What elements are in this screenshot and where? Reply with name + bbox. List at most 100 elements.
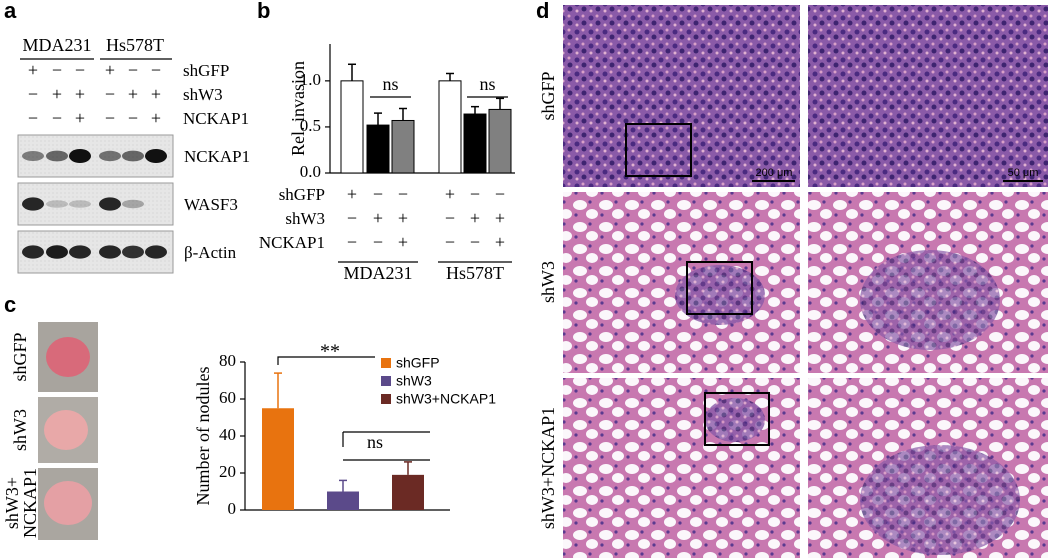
panel-label: b — [257, 0, 270, 23]
sign: + — [151, 84, 161, 104]
histology-image — [563, 5, 800, 187]
sign: − — [151, 60, 161, 80]
lung — [44, 481, 92, 525]
sign: + — [128, 84, 138, 104]
bar — [366, 124, 390, 174]
bar — [463, 113, 487, 174]
histology-images: 200 μm 50 μm shGFP shW3 shW3+NCKAP1 — [538, 5, 1048, 558]
scale-label: 50 μm — [1008, 167, 1039, 179]
bar — [391, 119, 415, 174]
condition-label: NCKAP1 — [183, 109, 249, 128]
zoom-box — [625, 123, 692, 177]
error-bar — [404, 461, 412, 475]
tumor-region — [860, 250, 1000, 350]
condition-label: shGFP — [183, 61, 229, 80]
sign: + — [495, 232, 505, 252]
y-tick-label: 0.0 — [300, 162, 321, 181]
photo-label: NCKAP1 — [20, 468, 40, 538]
sign: − — [28, 84, 38, 104]
sign: − — [373, 184, 383, 204]
sign: − — [52, 60, 62, 80]
sign: − — [128, 60, 138, 80]
sig-bracket — [342, 432, 430, 461]
band — [22, 151, 44, 161]
bar — [438, 80, 462, 174]
sign: − — [470, 232, 480, 252]
bar — [392, 474, 424, 510]
condition-label: shGFP — [279, 185, 325, 204]
sign: − — [105, 84, 115, 104]
sign: − — [495, 184, 505, 204]
band — [22, 245, 44, 259]
photo-label: shW3+ — [2, 477, 22, 529]
annotation: ns — [382, 74, 398, 94]
condition-label: shW3 — [285, 209, 325, 228]
sign: − — [445, 208, 455, 228]
row-label: shGFP — [538, 71, 558, 120]
y-tick-label: 1.0 — [300, 70, 321, 89]
error-bar — [274, 372, 282, 409]
sign: + — [52, 84, 62, 104]
sign: − — [75, 60, 85, 80]
cell-line: MDA231 — [22, 35, 91, 55]
band-label: β-Actin — [184, 243, 237, 262]
band — [46, 245, 68, 259]
sign: + — [75, 84, 85, 104]
tumor-region — [675, 265, 765, 325]
cell-line: Hs578T — [106, 35, 164, 55]
y-tick-label: 40 — [219, 425, 236, 444]
error-bar — [374, 112, 382, 126]
scale-label: 200 μm — [756, 167, 793, 179]
histology-image — [563, 378, 800, 558]
annotation: ns — [367, 432, 383, 452]
error-bar — [446, 72, 454, 81]
bar — [327, 491, 359, 510]
sign: + — [75, 108, 85, 128]
bar — [262, 408, 294, 510]
band — [145, 245, 167, 259]
sign: − — [445, 232, 455, 252]
lung — [46, 337, 90, 377]
sign: + — [495, 208, 505, 228]
band — [69, 200, 91, 208]
bar — [488, 108, 512, 174]
band — [145, 149, 167, 163]
sign: − — [347, 232, 357, 252]
lung-photos: shGFP shW3 shW3+ NCKAP1 — [2, 322, 98, 540]
group-label: Hs578T — [446, 263, 504, 283]
band — [99, 245, 121, 259]
band — [122, 150, 144, 162]
sign: + — [373, 208, 383, 228]
histology-image — [808, 5, 1048, 187]
legend-swatch — [381, 394, 391, 404]
legend-swatch — [381, 376, 391, 386]
band — [122, 245, 144, 259]
error-bar — [339, 479, 347, 492]
group-label: MDA231 — [343, 263, 412, 283]
error-bar — [471, 105, 479, 115]
sign: − — [105, 108, 115, 128]
sign: − — [470, 184, 480, 204]
sign: − — [398, 184, 408, 204]
condition-label: NCKAP1 — [259, 233, 325, 252]
photo-label: shGFP — [10, 332, 30, 381]
condition-label: shW3 — [183, 85, 223, 104]
error-bar — [399, 107, 407, 121]
y-tick-label: 0 — [228, 499, 237, 518]
panel-label: a — [4, 0, 17, 23]
sign: − — [373, 232, 383, 252]
row-label: shW3+NCKAP1 — [538, 407, 558, 529]
y-tick-label: 80 — [219, 351, 236, 370]
sign: + — [105, 60, 115, 80]
error-bar — [496, 97, 504, 110]
band — [122, 199, 144, 209]
lung — [44, 410, 88, 450]
band — [46, 150, 68, 162]
legend-label: shW3+NCKAP1 — [396, 391, 496, 407]
band — [22, 197, 44, 211]
y-axis-label: Number of nodules — [193, 367, 213, 506]
row-label: shW3 — [538, 261, 558, 303]
zoom-box — [704, 392, 770, 446]
band — [46, 200, 68, 208]
